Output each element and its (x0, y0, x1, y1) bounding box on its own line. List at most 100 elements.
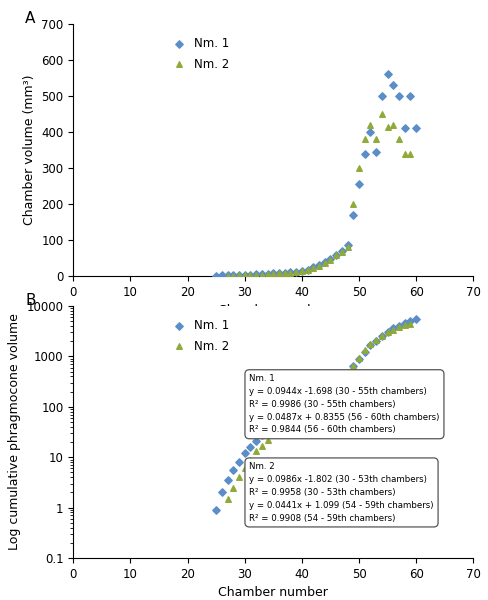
Nm. 1 (292, 267, 300, 277)
Nm. 2 (286, 415, 294, 424)
Nm. 2 (258, 441, 266, 451)
Nm. 1 (309, 263, 317, 272)
Nm. 2 (378, 109, 386, 119)
Text: Nm. 1
y = 0.0944x -1.698 (30 - 55th chambers)
R² = 0.9986 (30 - 55th chambers)
y: Nm. 1 y = 0.0944x -1.698 (30 - 55th cham… (249, 374, 440, 434)
Nm. 1 (229, 270, 237, 280)
Nm. 1 (407, 91, 414, 101)
Nm. 1 (412, 314, 420, 324)
Nm. 1 (298, 402, 306, 412)
Nm. 2 (241, 271, 248, 280)
Nm. 2 (332, 379, 340, 388)
Nm. 2 (378, 331, 386, 340)
Nm. 1 (235, 270, 243, 280)
Nm. 1 (269, 421, 277, 431)
Nm. 2 (269, 269, 277, 278)
Legend: Nm. 1, Nm. 2: Nm. 1, Nm. 2 (167, 319, 229, 353)
Nm. 1 (246, 270, 254, 280)
Nm. 2 (304, 265, 311, 275)
Nm. 2 (246, 455, 254, 464)
Nm. 1 (304, 398, 311, 408)
Nm. 2 (332, 251, 340, 260)
Nm. 1 (224, 271, 231, 280)
Nm. 1 (349, 210, 357, 220)
Nm. 2 (321, 259, 328, 268)
Y-axis label: Log cumulative phragmocone volume: Log cumulative phragmocone volume (8, 314, 21, 550)
Nm. 2 (246, 270, 254, 280)
Text: A: A (25, 11, 36, 26)
Nm. 2 (401, 320, 408, 330)
Nm. 2 (361, 346, 368, 355)
Nm. 2 (298, 406, 306, 416)
Nm. 2 (389, 120, 397, 130)
Text: B: B (25, 293, 36, 308)
X-axis label: Chamber number: Chamber number (218, 586, 328, 599)
Nm. 1 (344, 368, 351, 377)
Nm. 1 (275, 417, 283, 427)
Nm. 2 (407, 149, 414, 158)
Nm. 2 (292, 410, 300, 420)
Nm. 1 (281, 413, 288, 422)
Nm. 2 (235, 472, 243, 482)
Nm. 2 (401, 149, 408, 158)
Text: Nm. 2
y = 0.0986x -1.802 (30 - 53th chambers)
R² = 0.9958 (30 - 53th chambers)
y: Nm. 2 y = 0.0986x -1.802 (30 - 53th cham… (249, 462, 434, 523)
Nm. 2 (229, 483, 237, 493)
Nm. 1 (378, 91, 386, 101)
Nm. 1 (321, 257, 328, 267)
Nm. 1 (366, 127, 374, 137)
Nm. 2 (407, 319, 414, 328)
Nm. 2 (338, 374, 346, 383)
Nm. 2 (389, 325, 397, 334)
Nm. 1 (401, 124, 408, 133)
Nm. 2 (241, 464, 248, 473)
Nm. 2 (258, 270, 266, 280)
Nm. 2 (372, 335, 380, 344)
Nm. 2 (315, 393, 323, 403)
Nm. 1 (321, 385, 328, 395)
Nm. 2 (384, 328, 391, 337)
Nm. 1 (315, 390, 323, 400)
Nm. 1 (389, 323, 397, 333)
Nm. 1 (224, 475, 231, 485)
Nm. 1 (286, 268, 294, 277)
Nm. 1 (344, 241, 351, 250)
Nm. 2 (309, 263, 317, 273)
Nm. 1 (286, 409, 294, 419)
X-axis label: Chamber number: Chamber number (218, 304, 328, 317)
Legend: Nm. 1, Nm. 2: Nm. 1, Nm. 2 (167, 37, 229, 71)
Nm. 1 (315, 260, 323, 270)
Nm. 2 (275, 269, 283, 278)
Nm. 1 (258, 269, 266, 279)
Nm. 2 (384, 122, 391, 131)
Nm. 1 (395, 321, 403, 331)
Nm. 2 (264, 269, 271, 279)
Nm. 1 (241, 448, 248, 458)
Nm. 2 (292, 267, 300, 277)
Nm. 2 (298, 266, 306, 276)
Nm. 2 (264, 435, 271, 445)
Nm. 2 (349, 199, 357, 209)
Nm. 2 (372, 134, 380, 144)
Nm. 2 (224, 494, 231, 503)
Nm. 2 (224, 271, 231, 280)
Nm. 1 (229, 466, 237, 475)
Nm. 2 (286, 268, 294, 278)
Nm. 1 (338, 372, 346, 382)
Nm. 2 (366, 120, 374, 130)
Nm. 1 (361, 347, 368, 356)
Nm. 1 (304, 265, 311, 274)
Nm. 1 (332, 377, 340, 386)
Y-axis label: Chamber volume (mm³): Chamber volume (mm³) (22, 75, 36, 225)
Nm. 1 (275, 268, 283, 278)
Nm. 1 (258, 431, 266, 440)
Nm. 1 (395, 91, 403, 101)
Nm. 2 (349, 361, 357, 371)
Nm. 1 (326, 381, 334, 391)
Nm. 1 (298, 266, 306, 276)
Nm. 1 (366, 341, 374, 350)
Nm. 2 (235, 271, 243, 280)
Nm. 1 (292, 406, 300, 415)
Nm. 2 (361, 134, 368, 144)
Nm. 1 (349, 361, 357, 371)
Nm. 1 (235, 457, 243, 467)
Nm. 2 (275, 424, 283, 433)
